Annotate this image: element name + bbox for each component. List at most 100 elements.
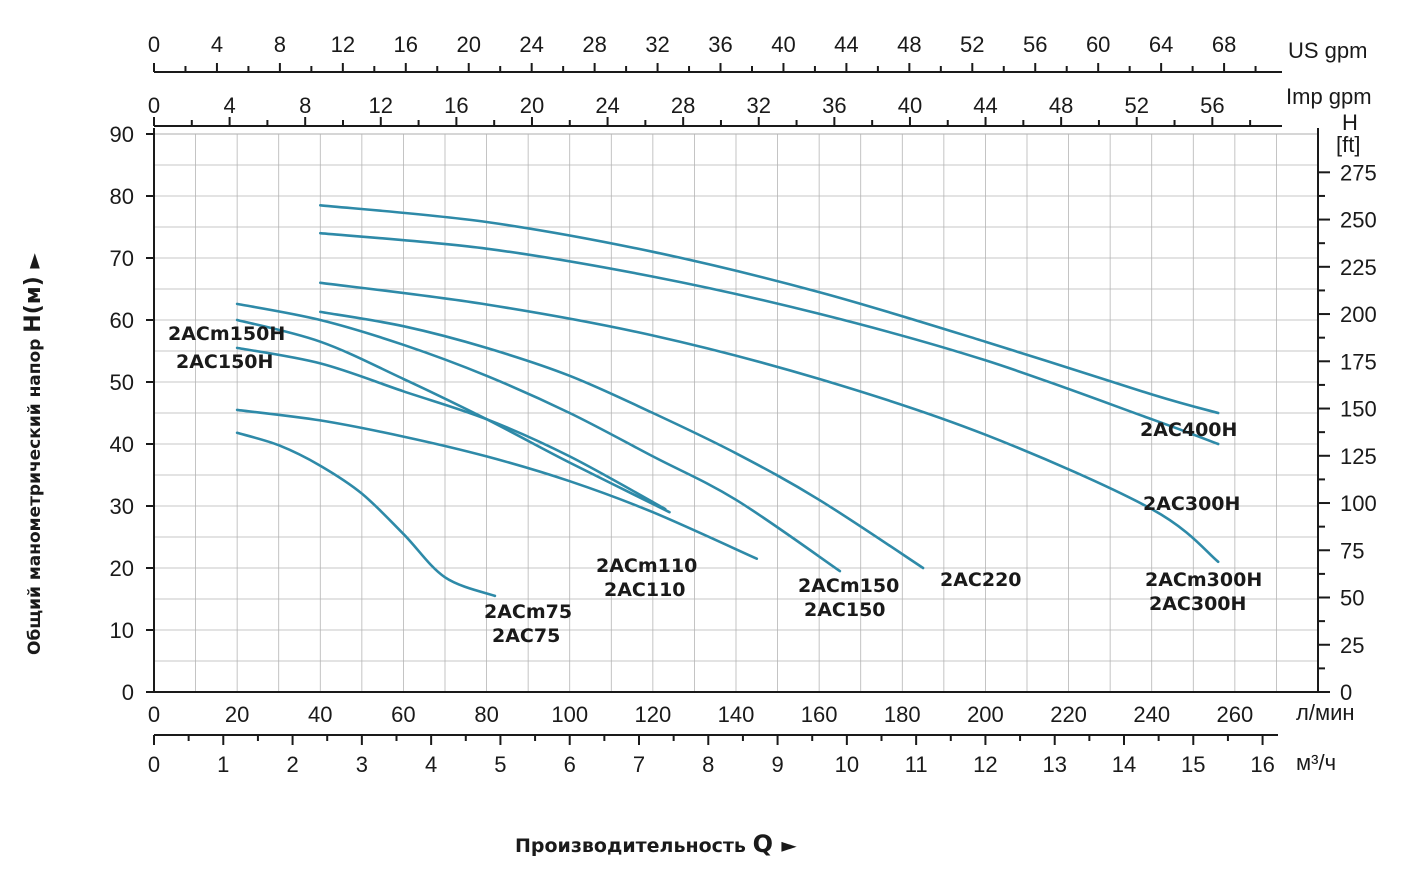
x-tick-label-impgpm: 44 [973, 93, 997, 118]
x-tick-label-usgpm: 68 [1212, 32, 1236, 57]
x-axis-title-text: Производительность [515, 835, 753, 857]
y-tick-label-right: 75 [1340, 538, 1364, 563]
y-tick-label-right: 200 [1340, 302, 1377, 327]
y-tick-label-left: 80 [110, 184, 134, 209]
y-axis-title-text: Общий манометрический напор [25, 333, 45, 655]
x-tick-label-impgpm: 52 [1124, 93, 1148, 118]
x-tick-label-m3h: 13 [1042, 752, 1066, 777]
x-tick-label-impgpm: 36 [822, 93, 846, 118]
curve-label-5-line1: 2AC220 [940, 569, 1022, 591]
x-tick-label-lpm: 180 [884, 702, 921, 727]
x-tick-label-lpm: 0 [148, 702, 160, 727]
grid [153, 133, 1319, 693]
x-tick-label-usgpm: 24 [519, 32, 543, 57]
curve-label-3-line1: 2ACm110 [596, 555, 697, 577]
x-tick-label-usgpm: 28 [582, 32, 606, 57]
y-tick-label-left: 50 [110, 370, 134, 395]
y-axis-title: Общий манометрический напор H(м) ► [21, 253, 46, 655]
x-unit-impgpm: Imp gpm [1286, 84, 1372, 109]
x-tick-label-m3h: 1 [217, 752, 229, 777]
x-tick-label-m3h: 4 [425, 752, 437, 777]
x-tick-label-m3h: 8 [702, 752, 714, 777]
x-tick-label-usgpm: 44 [834, 32, 858, 57]
x-tick-label-usgpm: 64 [1149, 32, 1173, 57]
y-tick-label-right: 150 [1340, 397, 1377, 422]
x-tick-label-impgpm: 12 [369, 93, 393, 118]
y-tick-label-left: 70 [110, 246, 134, 271]
x-tick-label-m3h: 2 [286, 752, 298, 777]
curve-label-2-line2: 2AC75 [492, 625, 560, 647]
x-tick-label-lpm: 120 [634, 702, 671, 727]
x-tick-label-m3h: 7 [633, 752, 645, 777]
x-tick-label-lpm: 140 [718, 702, 755, 727]
x-tick-label-usgpm: 8 [274, 32, 286, 57]
y-tick-label-right: 275 [1340, 160, 1377, 185]
x-tick-label-usgpm: 0 [148, 32, 160, 57]
y-axis-title-symbol: H(м) [21, 269, 46, 333]
y-tick-label-right: 125 [1340, 444, 1377, 469]
curve-1 [235, 431, 497, 598]
curve-9 [319, 204, 1220, 415]
y-tick-label-right: 50 [1340, 586, 1364, 611]
x-tick-label-lpm: 20 [225, 702, 249, 727]
curve-2 [235, 408, 759, 560]
x-tick-label-impgpm: 48 [1049, 93, 1073, 118]
x-tick-label-usgpm: 60 [1086, 32, 1110, 57]
curve-label-8-line2: 2AC300H [1149, 593, 1246, 615]
curve-3 [235, 318, 671, 514]
x-tick-label-lpm: 100 [551, 702, 588, 727]
x-tick-label-usgpm: 52 [960, 32, 984, 57]
x-tick-label-usgpm: 20 [456, 32, 480, 57]
x-tick-label-lpm: 40 [308, 702, 332, 727]
x-tick-label-lpm: 220 [1050, 702, 1087, 727]
y-tick-label-right: 100 [1340, 491, 1377, 516]
x-tick-label-lpm: 160 [801, 702, 838, 727]
x-tick-label-m3h: 3 [356, 752, 368, 777]
y-tick-label-left: 90 [110, 122, 134, 147]
y-tick-label-right: 175 [1340, 349, 1377, 374]
curve-label-3-line2: 2AC110 [604, 579, 686, 601]
curve-label-8-line1: 2ACm300H [1145, 569, 1262, 591]
x-unit-m3h: м³/ч [1296, 750, 1336, 775]
y-tick-label-left: 60 [110, 308, 134, 333]
y-tick-label-left: 20 [110, 556, 134, 581]
y-tick-label-left: 30 [110, 494, 134, 519]
x-tick-label-impgpm: 4 [223, 93, 235, 118]
x-tick-label-usgpm: 16 [394, 32, 418, 57]
x-tick-label-impgpm: 40 [898, 93, 922, 118]
x-tick-label-usgpm: 40 [771, 32, 795, 57]
curve-label-2-line1: 2ACm75 [484, 601, 572, 623]
y-right-unit-top: H [1342, 110, 1358, 135]
axis-titles: Общий манометрический напор H(м) ► Произв… [21, 253, 797, 858]
x-tick-label-lpm: 60 [391, 702, 415, 727]
x-tick-label-m3h: 10 [835, 752, 859, 777]
y-tick-label-left: 40 [110, 432, 134, 457]
x-tick-label-impgpm: 32 [747, 93, 771, 118]
x-tick-label-impgpm: 28 [671, 93, 695, 118]
x-tick-label-impgpm: 20 [520, 93, 544, 118]
x-tick-label-m3h: 11 [905, 752, 928, 777]
y-right-unit: [ft] [1336, 132, 1360, 157]
x-tick-label-m3h: 12 [973, 752, 997, 777]
y-tick-label-right: 225 [1340, 255, 1377, 280]
curve-label-4-line2: 2AC150 [804, 599, 886, 621]
curve-6 [319, 310, 925, 570]
x-unit-lpm: л/мин [1296, 700, 1355, 725]
x-tick-label-impgpm: 24 [595, 93, 619, 118]
y-tick-label-left: 0 [122, 680, 134, 705]
curve-7 [319, 281, 1220, 564]
x-tick-label-m3h: 15 [1181, 752, 1205, 777]
x-tick-label-impgpm: 16 [444, 93, 468, 118]
curve-label-7-line1: 2AC300H [1143, 493, 1240, 515]
x-tick-label-usgpm: 56 [1023, 32, 1047, 57]
x-tick-label-lpm: 200 [967, 702, 1004, 727]
x-tick-label-m3h: 14 [1112, 752, 1136, 777]
y-axis-title-arrow: ► [21, 253, 45, 269]
y-tick-label-right: 25 [1340, 633, 1364, 658]
y-tick-label-left: 10 [110, 618, 134, 643]
performance-curves [235, 204, 1220, 598]
curve-8 [319, 231, 1220, 446]
x-tick-label-usgpm: 48 [897, 32, 921, 57]
